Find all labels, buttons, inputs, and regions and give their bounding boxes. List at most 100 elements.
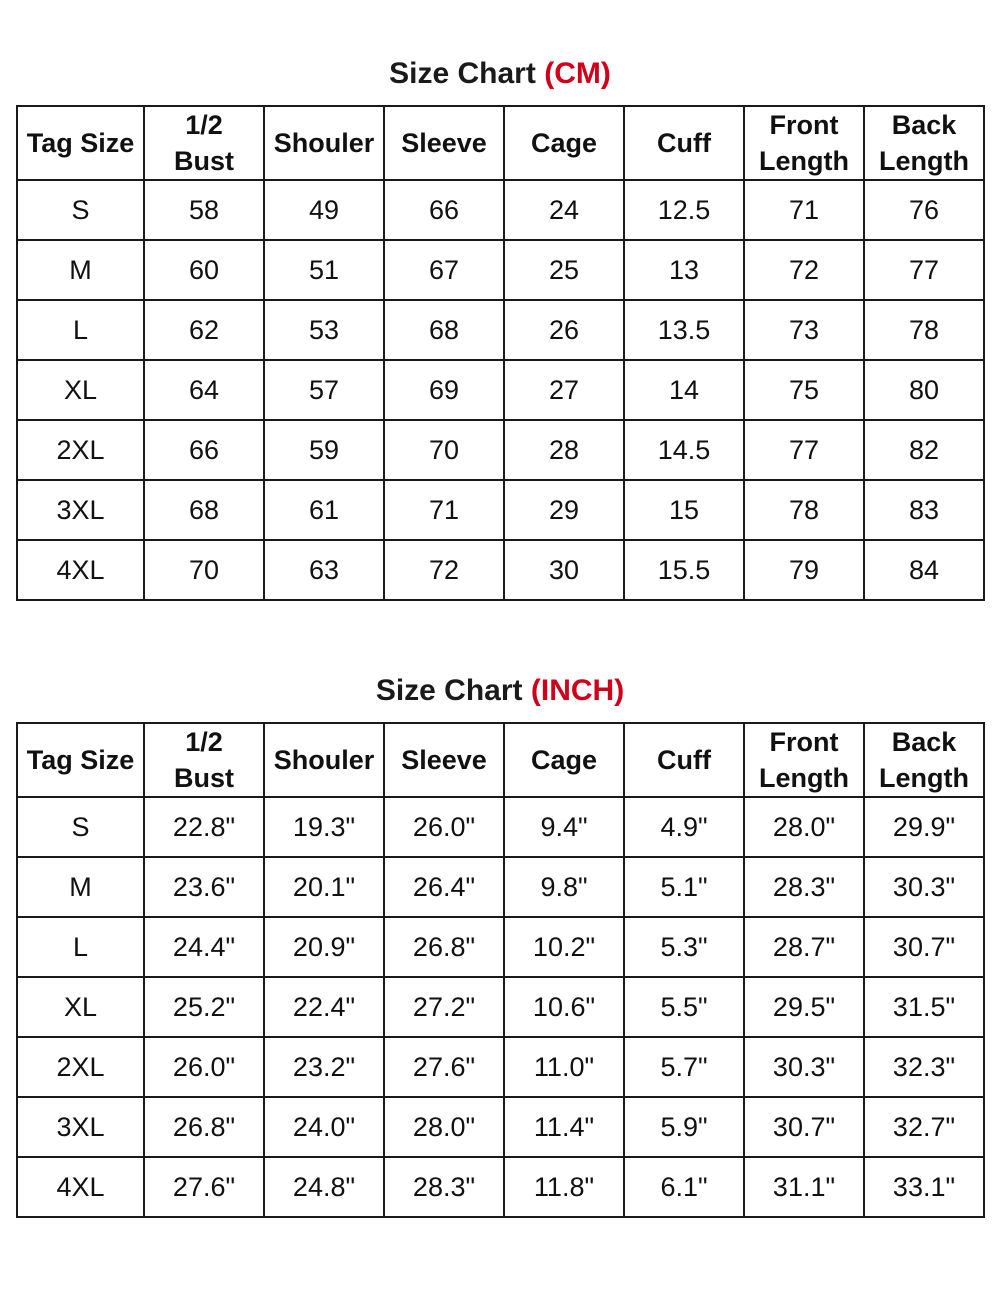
table-row: 3XL 26.8" 24.0" 28.0" 11.4" 5.9" 30.7" 32.7"	[16, 1096, 985, 1158]
measurement-cell: 60	[143, 239, 265, 301]
size-chart-inch-title: Size Chart (INCH)	[0, 673, 1000, 709]
measurement-cell: 28.7"	[743, 916, 865, 978]
measurement-cell: 23.6"	[143, 856, 265, 918]
column-header: Sleeve	[383, 722, 505, 798]
tag-size-cell: L	[16, 299, 145, 361]
table-row: 2XL 66 59 70 28 14.5 77 82	[16, 419, 985, 481]
size-chart-inch-title-text: Size Chart	[375, 674, 523, 707]
measurement-cell: 29.9"	[863, 796, 985, 858]
measurement-cell: 9.8"	[503, 856, 625, 918]
table-row: XL 64 57 69 27 14 75 80	[16, 359, 985, 421]
measurement-cell: 10.6"	[503, 976, 625, 1038]
tag-size-cell: XL	[16, 976, 145, 1038]
column-header-text: Sleeve	[401, 128, 487, 158]
measurement-cell: 20.9"	[263, 916, 385, 978]
measurement-cell: 15.5	[623, 539, 745, 601]
measurement-cell: 28.0"	[383, 1096, 505, 1158]
measurement-cell: 12.5	[623, 179, 745, 241]
measurement-cell: 11.4"	[503, 1096, 625, 1158]
measurement-cell: 63	[263, 539, 385, 601]
tag-size-cell: 3XL	[16, 1096, 145, 1158]
measurement-cell: 5.7"	[623, 1036, 745, 1098]
measurement-cell: 5.3"	[623, 916, 745, 978]
measurement-cell: 5.9"	[623, 1096, 745, 1158]
measurement-cell: 4.9"	[623, 796, 745, 858]
tag-size-cell: S	[16, 179, 145, 241]
measurement-cell: 28	[503, 419, 625, 481]
measurement-cell: 78	[863, 299, 985, 361]
measurement-cell: 23.2"	[263, 1036, 385, 1098]
measurement-cell: 5.5"	[623, 976, 745, 1038]
column-header-text: Tag Size	[26, 745, 135, 775]
measurement-cell: 73	[743, 299, 865, 361]
column-header-text: Sleeve	[401, 745, 487, 775]
column-header: Tag Size	[16, 105, 145, 181]
column-header-text: Cuff	[657, 745, 711, 775]
column-header-text: 1/2	[185, 727, 223, 757]
table-row: 4XL 70 63 72 30 15.5 79 84	[16, 539, 985, 601]
measurement-cell: 72	[743, 239, 865, 301]
table-row: L 62 53 68 26 13.5 73 78	[16, 299, 985, 361]
measurement-cell: 61	[263, 479, 385, 541]
measurement-cell: 14	[623, 359, 745, 421]
measurement-cell: 67	[383, 239, 505, 301]
column-header-text: Tag Size	[26, 128, 135, 158]
measurement-cell: 26.8"	[383, 916, 505, 978]
measurement-cell: 71	[743, 179, 865, 241]
measurement-cell: 79	[743, 539, 865, 601]
measurement-cell: 70	[143, 539, 265, 601]
measurement-cell: 25	[503, 239, 625, 301]
measurement-cell: 53	[263, 299, 385, 361]
measurement-cell: 68	[383, 299, 505, 361]
measurement-cell: 6.1"	[623, 1156, 745, 1218]
tag-size-cell: XL	[16, 359, 145, 421]
measurement-cell: 13.5	[623, 299, 745, 361]
measurement-cell: 26.0"	[383, 796, 505, 858]
measurement-cell: 14.5	[623, 419, 745, 481]
measurement-cell: 31.5"	[863, 976, 985, 1038]
table-row: M 60 51 67 25 13 72 77	[16, 239, 985, 301]
measurement-cell: 22.8"	[143, 796, 265, 858]
measurement-cell: 26.8"	[143, 1096, 265, 1158]
size-chart-cm-unit: (CM)	[544, 57, 611, 90]
measurement-cell: 28.0"	[743, 796, 865, 858]
measurement-cell: 68	[143, 479, 265, 541]
measurement-cell: 77	[743, 419, 865, 481]
measurement-cell: 72	[383, 539, 505, 601]
column-header: Cage	[503, 105, 625, 181]
table-row: L 24.4" 20.9" 26.8" 10.2" 5.3" 28.7" 30.7"	[16, 916, 985, 978]
table-header-row: Tag Size 1/2 Bust Shouler Sleeve Cage Cuff Fron…	[16, 722, 985, 798]
measurement-cell: 58	[143, 179, 265, 241]
measurement-cell: 32.7"	[863, 1096, 985, 1158]
measurement-cell: 27	[503, 359, 625, 421]
column-header: Cuff	[623, 105, 745, 181]
column-header: Shouler	[263, 722, 385, 798]
measurement-cell: 24	[503, 179, 625, 241]
measurement-cell: 30	[503, 539, 625, 601]
tag-size-cell: S	[16, 796, 145, 858]
measurement-cell: 11.0"	[503, 1036, 625, 1098]
column-header-text: Cage	[530, 745, 598, 775]
column-header: Back Length	[863, 105, 985, 181]
size-table-inch: Tag Size 1/2 Bust Shouler Sleeve Cage Cuff Fron…	[16, 722, 985, 1218]
measurement-cell: 76	[863, 179, 985, 241]
column-header: Sleeve	[383, 105, 505, 181]
measurement-cell: 22.4"	[263, 976, 385, 1038]
measurement-cell: 27.6"	[383, 1036, 505, 1098]
measurement-cell: 75	[743, 359, 865, 421]
table-row: S 58 49 66 24 12.5 71 76	[16, 179, 985, 241]
measurement-cell: 69	[383, 359, 505, 421]
measurement-cell: 32.3"	[863, 1036, 985, 1098]
measurement-cell: 10.2"	[503, 916, 625, 978]
tag-size-cell: 2XL	[16, 1036, 145, 1098]
measurement-cell: 30.7"	[863, 916, 985, 978]
column-header-text: Length	[759, 146, 849, 176]
measurement-cell: 57	[263, 359, 385, 421]
table-row: 4XL 27.6" 24.8" 28.3" 11.8" 6.1" 31.1" 33.1"	[16, 1156, 985, 1218]
column-header-text: Cage	[530, 128, 598, 158]
column-header-text: Back	[891, 110, 957, 140]
table-row: M 23.6" 20.1" 26.4" 9.8" 5.1" 28.3" 30.3"	[16, 856, 985, 918]
size-chart-cm-title-text: Size Chart	[389, 57, 536, 90]
tag-size-cell: 4XL	[16, 1156, 145, 1218]
measurement-cell: 27.6"	[143, 1156, 265, 1218]
